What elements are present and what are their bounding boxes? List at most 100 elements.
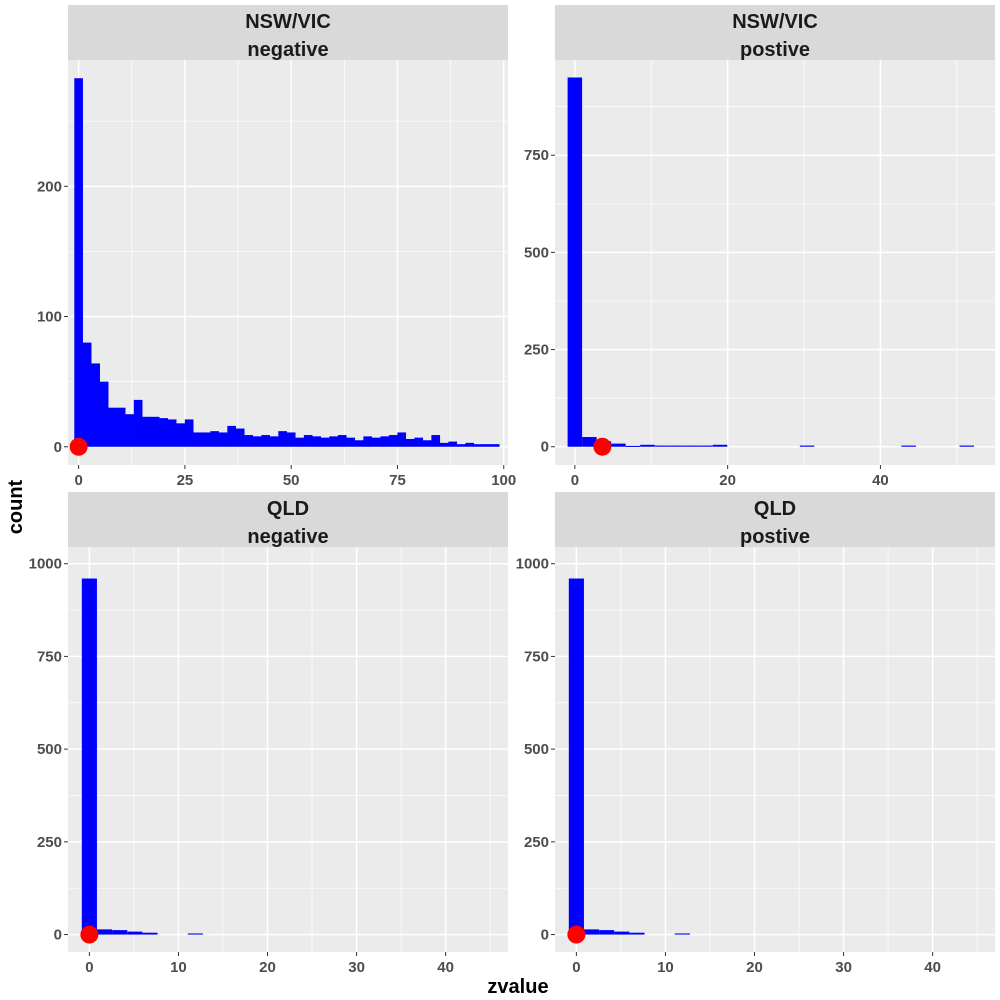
x-tick-label: 20: [719, 472, 736, 489]
histogram-bar: [176, 423, 185, 447]
y-tick-label: 500: [37, 741, 62, 758]
y-tick-label: 0: [54, 927, 62, 944]
x-tick-label: 10: [170, 959, 187, 976]
x-tick-label: 10: [657, 959, 674, 976]
facet-strip: [68, 5, 508, 60]
histogram-bar: [116, 407, 126, 447]
x-tick-label: 40: [872, 472, 889, 489]
histogram-bar: [448, 441, 458, 447]
histogram-bar: [456, 444, 466, 447]
histogram-bar: [567, 77, 583, 447]
y-tick-label: 1000: [29, 556, 62, 573]
red-point-marker: [69, 437, 88, 456]
histogram-bar: [244, 435, 254, 447]
y-tick-label: 500: [524, 244, 549, 261]
histogram-bar: [625, 445, 641, 447]
histogram-bar: [286, 432, 296, 447]
facet-strip-label: postive: [740, 39, 810, 61]
histogram-bar: [698, 445, 713, 447]
facet-strip: [68, 492, 508, 547]
histogram-bar: [261, 435, 271, 447]
facet-panel-1: NSW/VIC negative 0 25 50 75 100 0 100 200: [37, 5, 516, 489]
y-tick-label: 100: [37, 309, 62, 326]
histogram-bar: [465, 442, 475, 447]
histogram-bar: [108, 407, 117, 447]
histogram-bar: [371, 437, 381, 447]
y-tick-label: 750: [37, 648, 62, 665]
facet-strip-label: negative: [247, 526, 328, 548]
y-tick-label: 250: [37, 834, 62, 851]
facet-strip-label: negative: [247, 39, 328, 61]
histogram-bar: [629, 932, 645, 935]
histogram-bar: [611, 443, 626, 447]
histogram-bar: [582, 437, 597, 447]
y-tick-label: 0: [541, 439, 549, 456]
histogram-bar: [193, 432, 202, 447]
histogram-bar: [397, 432, 407, 447]
y-tick-label: 750: [524, 147, 549, 164]
histogram-bar: [568, 578, 584, 935]
facet-panel-2: NSW/VIC postive 0 20 40 0 250 500 750: [524, 5, 995, 489]
histogram-bar: [439, 442, 449, 447]
facet-panel-4: QLD postive 0 10 20 30 40 0 250 500 750 1000: [516, 492, 995, 976]
histogram-bar: [187, 933, 203, 935]
histogram-bar: [388, 435, 398, 447]
x-tick-label: 0: [571, 472, 579, 489]
y-tick-label: 0: [541, 927, 549, 944]
histogram-bar: [74, 78, 83, 447]
histogram-bar: [669, 445, 684, 447]
histogram-bar: [235, 428, 245, 447]
histogram-bar: [959, 445, 974, 447]
histogram-bar: [640, 444, 655, 447]
y-tick-label: 200: [37, 178, 62, 195]
x-tick-label: 0: [572, 959, 580, 976]
histogram-bar: [363, 436, 373, 447]
x-tick-label: 100: [491, 472, 516, 489]
red-point-marker: [80, 925, 99, 944]
histogram-bar: [112, 930, 128, 935]
red-point-marker: [567, 925, 586, 944]
histogram-bar: [82, 342, 92, 447]
histogram-bar: [431, 435, 441, 447]
histogram-bar: [405, 438, 415, 447]
histogram-bar: [150, 416, 160, 447]
histogram-bar: [295, 437, 305, 447]
panel-background: [68, 60, 508, 465]
histogram-bar: [184, 419, 194, 447]
histogram-bar: [303, 435, 313, 447]
histogram-bar: [414, 437, 424, 447]
histogram-bar: [320, 437, 330, 447]
histogram-bar: [99, 381, 109, 447]
x-tick-label: 0: [85, 959, 93, 976]
histogram-bar: [674, 933, 690, 935]
histogram-bar: [96, 929, 113, 935]
histogram-bar: [227, 425, 237, 447]
x-tick-label: 25: [177, 472, 194, 489]
x-axis-title: zvalue: [487, 976, 548, 998]
x-tick-label: 20: [259, 959, 276, 976]
x-tick-label: 20: [746, 959, 763, 976]
x-tick-label: 40: [437, 959, 454, 976]
facet-strip-label: QLD: [754, 498, 796, 520]
facet-panel-3: QLD negative 0 10 20 30 40 0 250 500 750 1000: [29, 492, 508, 976]
x-tick-label: 0: [74, 472, 82, 489]
facet-strip-label: NSW/VIC: [732, 11, 818, 33]
panel-background: [555, 60, 995, 465]
histogram-bar: [201, 432, 211, 447]
x-tick-label: 30: [835, 959, 852, 976]
y-tick-label: 250: [524, 834, 549, 851]
histogram-bar: [799, 445, 815, 447]
histogram-bar: [210, 431, 220, 447]
histogram-bar: [712, 444, 728, 447]
histogram-bar: [683, 445, 699, 447]
histogram-bar: [380, 436, 390, 447]
y-tick-label: 0: [54, 439, 62, 456]
y-tick-label: 750: [524, 648, 549, 665]
histogram-bar: [482, 444, 492, 447]
y-tick-label: 1000: [516, 556, 549, 573]
histogram-bar: [142, 932, 158, 935]
histogram-bar: [91, 363, 100, 447]
histogram-bar: [599, 930, 615, 935]
histogram-bar: [490, 444, 500, 447]
